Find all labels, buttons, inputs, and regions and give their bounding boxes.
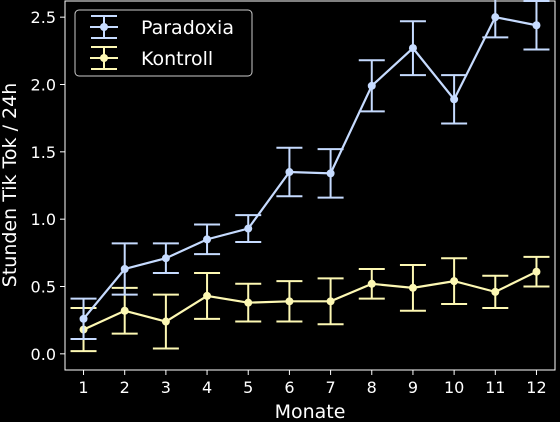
data-point [285, 168, 294, 177]
data-point [532, 21, 541, 30]
data-point [244, 298, 253, 307]
data-point [450, 277, 459, 286]
data-point [532, 267, 541, 276]
data-point [326, 169, 335, 178]
data-point [367, 279, 376, 288]
x-tick-label: 9 [408, 378, 418, 397]
data-point [491, 13, 500, 22]
x-tick-label: 3 [161, 378, 171, 397]
data-point [367, 81, 376, 90]
y-tick-label: 1.0 [31, 210, 56, 229]
y-axis: 0.0 0.5 1.0 1.5 2.0 2.5 [31, 8, 65, 364]
y-axis-label: Stunden Tik Tok / 24h [0, 83, 21, 287]
series-line [83, 270, 537, 331]
data-point [491, 287, 500, 296]
data-point [408, 283, 417, 292]
data-point [203, 291, 212, 300]
x-tick-label: 12 [526, 378, 546, 397]
x-tick-label: 6 [284, 378, 294, 397]
data-point [408, 44, 417, 53]
x-tick-label: 7 [325, 378, 335, 397]
x-tick-label: 5 [243, 378, 253, 397]
x-axis-label: Monate [275, 401, 346, 422]
x-tick-label: 11 [485, 378, 505, 397]
y-tick-label: 1.5 [31, 143, 56, 162]
x-tick-label: 10 [444, 378, 464, 397]
legend-entry: Paradoxia [90, 15, 234, 39]
y-tick-label: 2.5 [31, 8, 56, 27]
data-point [285, 297, 294, 306]
x-tick-label: 1 [78, 378, 88, 397]
series-line [82, 15, 537, 320]
series-layer [70, 0, 550, 353]
legend-entry: Kontroll [90, 46, 213, 70]
legend-box [74, 9, 253, 77]
x-axis: 1 2 3 4 5 6 7 8 9 10 11 12 [78, 370, 547, 397]
data-point [203, 235, 212, 244]
data-point [161, 317, 170, 326]
x-tick-label: 8 [367, 378, 377, 397]
y-tick-label: 2.0 [31, 75, 56, 94]
data-point [326, 297, 335, 306]
series [70, 0, 550, 341]
legend-label: Paradoxia [141, 17, 234, 39]
data-point [120, 306, 129, 315]
data-point [244, 224, 253, 233]
y-tick-label: 0.0 [31, 345, 56, 364]
legend: Paradoxia Kontroll [74, 9, 253, 77]
x-tick-label: 4 [202, 378, 212, 397]
legend-label: Kontroll [141, 48, 213, 70]
data-point [120, 264, 129, 273]
data-point [450, 95, 459, 104]
data-point [161, 254, 170, 263]
legend-swatch-marker [100, 54, 108, 62]
y-tick-label: 0.5 [31, 278, 56, 297]
x-tick-label: 2 [120, 378, 130, 397]
data-point [79, 314, 88, 323]
legend-swatch-marker [100, 23, 108, 31]
